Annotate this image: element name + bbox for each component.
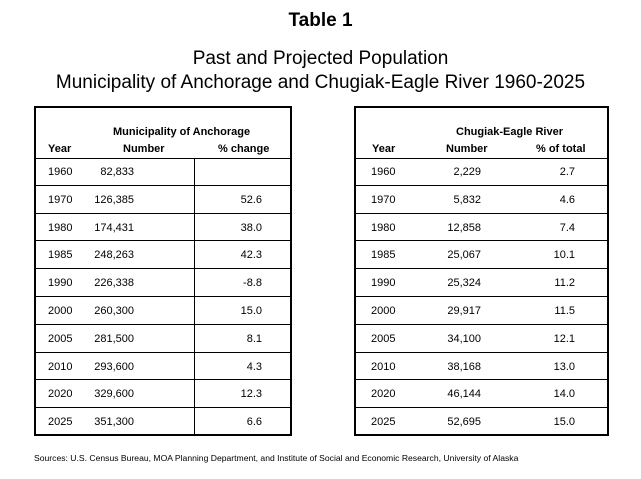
table-subtitle-region: Municipality of Anchorage and Chugiak-Ea… — [55, 72, 586, 93]
chugiak-number-header: Number — [446, 143, 488, 155]
chugiak-year-header: Year — [372, 143, 396, 155]
table-row: 1970 5,832 4.6 — [356, 186, 607, 214]
table-row: 2005 34,100 12.1 — [356, 325, 607, 353]
chugiak-table-body: 1960 2,229 2.7 1970 5,832 4.6 1980 12,858 7.4 198… — [356, 158, 607, 434]
number-cell: 82,833 — [100, 166, 134, 178]
number-cell: 281,500 — [94, 332, 134, 345]
total-cell: 15.0 — [553, 416, 575, 429]
number-cell: 38,168 — [447, 360, 481, 373]
change-cell: 4.3 — [246, 360, 262, 373]
table-row: 1980 12,858 7.4 — [356, 214, 607, 242]
table-row: 1970 126,385 52.6 — [36, 186, 290, 214]
year-cell: 1985 — [371, 249, 396, 262]
chugiak-table: Chugiak-Eagle River Year Number % of tot… — [354, 106, 609, 436]
table-row: 2025 52,695 15.0 — [356, 408, 607, 436]
anchorage-change-header: % change — [218, 143, 270, 155]
chugiak-group-header: Chugiak-Eagle River — [456, 126, 563, 138]
year-cell: 2025 — [48, 416, 73, 429]
number-cell: 25,067 — [447, 249, 481, 262]
table-row: 2005 281,500 8.1 — [36, 325, 290, 353]
change-cell: 42.3 — [240, 249, 262, 262]
table-title: Table 1 — [288, 10, 353, 31]
year-cell: 1960 — [48, 166, 73, 178]
source-note: Sources: U.S. Census Bureau, MOA Plannin… — [34, 453, 519, 463]
number-cell: 126,385 — [94, 193, 134, 206]
change-cell: 12.3 — [240, 388, 262, 401]
year-cell: 2000 — [48, 304, 73, 317]
year-cell: 1970 — [371, 193, 396, 206]
year-cell: 2005 — [48, 332, 73, 345]
anchorage-table-body: 1960 82,833 1970 126,385 52.6 1980 174,431 38.0… — [36, 158, 290, 434]
chugiak-total-header: % of total — [536, 143, 586, 155]
table-subtitle: Past and Projected Population — [192, 48, 449, 69]
anchorage-table: Municipality of Anchorage Year Number % … — [34, 106, 292, 436]
table-row: 2010 293,600 4.3 — [36, 353, 290, 381]
total-cell: 11.5 — [554, 304, 575, 317]
change-cell: 52.6 — [240, 193, 262, 206]
change-cell: -8.8 — [243, 277, 262, 290]
year-cell: 1985 — [48, 249, 73, 262]
year-cell: 2010 — [371, 360, 396, 373]
number-cell: 46,144 — [447, 388, 481, 401]
number-cell: 260,300 — [94, 304, 134, 317]
table-row: 1990 226,338 -8.8 — [36, 269, 290, 297]
table-row: 1985 248,263 42.3 — [36, 241, 290, 270]
year-cell: 1990 — [48, 277, 73, 290]
year-cell: 1960 — [371, 166, 396, 178]
change-cell: 6.6 — [246, 416, 262, 429]
chugiak-table-header: Chugiak-Eagle River Year Number % of tot… — [356, 108, 607, 159]
table-row: 2000 260,300 15.0 — [36, 297, 290, 325]
year-cell: 2005 — [371, 332, 396, 345]
anchorage-number-header: Number — [123, 143, 165, 155]
change-cell: 38.0 — [240, 221, 262, 234]
total-cell: 14.0 — [553, 388, 575, 401]
number-cell: 25,324 — [447, 277, 481, 290]
total-cell: 10.1 — [553, 249, 575, 262]
total-cell: 7.4 — [559, 221, 575, 234]
number-cell: 2,229 — [453, 166, 481, 178]
change-cell: 15.0 — [240, 304, 262, 317]
table-row: 2020 46,144 14.0 — [356, 380, 607, 409]
year-cell: 1970 — [48, 193, 73, 206]
year-cell: 2010 — [48, 360, 73, 373]
number-cell: 248,263 — [94, 249, 134, 262]
total-cell: 12.1 — [553, 332, 575, 345]
number-cell: 52,695 — [447, 416, 481, 429]
year-cell: 1980 — [48, 221, 73, 234]
number-cell: 226,338 — [94, 277, 134, 290]
number-cell: 5,832 — [453, 193, 481, 206]
year-cell: 2020 — [48, 388, 73, 401]
table-row: 1985 25,067 10.1 — [356, 241, 607, 270]
number-cell: 12,858 — [447, 221, 481, 234]
number-cell: 29,917 — [447, 304, 481, 317]
number-cell: 329,600 — [94, 388, 134, 401]
year-cell: 2000 — [371, 304, 396, 317]
table-row: 2010 38,168 13.0 — [356, 353, 607, 381]
number-cell: 293,600 — [94, 360, 134, 373]
table-row: 2000 29,917 11.5 — [356, 297, 607, 325]
total-cell: 4.6 — [559, 193, 575, 206]
number-cell: 34,100 — [447, 332, 481, 345]
change-cell: 8.1 — [246, 332, 262, 345]
number-cell: 174,431 — [94, 221, 134, 234]
table-row: 1980 174,431 38.0 — [36, 214, 290, 242]
total-cell: 11.2 — [554, 277, 575, 290]
table-row: 2025 351,300 6.6 — [36, 408, 290, 436]
table-row: 1960 2,229 2.7 — [356, 158, 607, 186]
year-cell: 2020 — [371, 388, 396, 401]
table-row: 1990 25,324 11.2 — [356, 269, 607, 297]
anchorage-group-header: Municipality of Anchorage — [113, 126, 251, 138]
year-cell: 1980 — [371, 221, 396, 234]
total-cell: 13.0 — [553, 360, 575, 373]
number-cell: 351,300 — [94, 416, 134, 429]
year-cell: 1990 — [371, 277, 396, 290]
total-cell: 2.7 — [559, 166, 575, 178]
year-cell: 2025 — [371, 416, 396, 429]
table-row: 2020 329,600 12.3 — [36, 380, 290, 409]
anchorage-year-header: Year — [48, 143, 72, 155]
table-row: 1960 82,833 — [36, 158, 290, 186]
anchorage-table-header: Municipality of Anchorage Year Number % … — [36, 108, 290, 159]
